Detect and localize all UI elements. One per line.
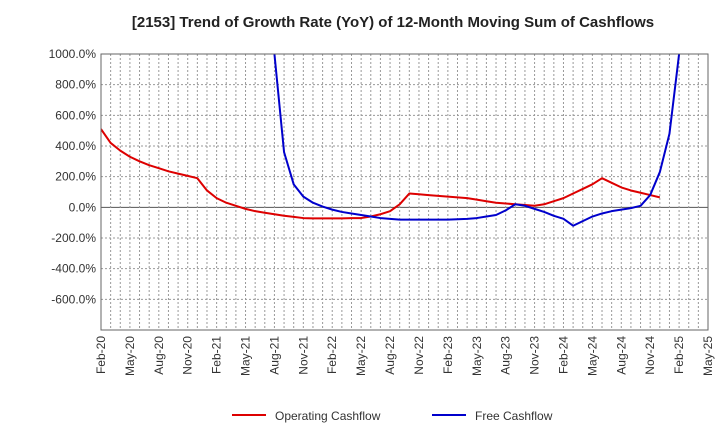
y-tick-label: 800.0% [55, 78, 96, 92]
grid [100, 53, 709, 330]
x-tick-label: Feb-24 [556, 336, 570, 374]
y-tick-label: 0.0% [69, 200, 97, 214]
y-tick-label: -400.0% [51, 262, 96, 276]
x-tick-label: Feb-22 [325, 336, 339, 374]
x-tick-label: May-21 [239, 336, 253, 376]
legend: Operating Cashflow Free Cashflow [232, 409, 553, 423]
x-tick-label: May-23 [470, 336, 484, 376]
x-tick-label: Aug-22 [383, 336, 397, 375]
x-tick-label: May-25 [701, 336, 715, 376]
x-tick-label: Feb-21 [210, 336, 224, 374]
series-group [101, 54, 681, 227]
x-tick-label: Feb-25 [672, 336, 686, 374]
x-tick-label: May-22 [354, 336, 368, 376]
plot-border [100, 53, 709, 331]
y-axis: 1000.0% 800.0% 600.0% 400.0% 200.0% 0.0% -200.… [49, 47, 97, 306]
legend-label-operating: Operating Cashflow [275, 409, 381, 423]
x-tick-label: Aug-23 [499, 336, 513, 375]
y-tick-label: 1000.0% [49, 47, 97, 61]
x-axis: Feb-20 May-20 Aug-20 Nov-20 Feb-21 May-21 Aug-… [94, 336, 715, 376]
x-tick-label: Nov-23 [528, 336, 542, 375]
x-tick-label: May-20 [123, 336, 137, 376]
x-tick-label: Nov-20 [181, 336, 195, 375]
free-cashflow-line [273, 54, 681, 227]
x-tick-label: Nov-22 [412, 336, 426, 375]
x-tick-label: Aug-24 [614, 336, 628, 375]
x-tick-label: Feb-23 [441, 336, 455, 374]
operating-cashflow-line [101, 128, 661, 220]
y-tick-label: 400.0% [55, 139, 96, 153]
y-tick-label: 200.0% [55, 170, 96, 184]
y-tick-label: 600.0% [55, 108, 96, 122]
y-tick-label: -200.0% [51, 231, 96, 245]
x-tick-label: Aug-20 [152, 336, 166, 375]
legend-label-free: Free Cashflow [475, 409, 553, 423]
x-tick-label: Feb-20 [94, 336, 108, 374]
x-tick-label: Nov-21 [296, 336, 310, 375]
chart-title: [2153] Trend of Growth Rate (YoY) of 12-… [132, 14, 654, 31]
x-tick-label: May-24 [585, 336, 599, 376]
x-tick-label: Nov-24 [643, 336, 657, 375]
x-tick-label: Aug-21 [267, 336, 281, 375]
y-tick-label: -600.0% [51, 292, 96, 306]
